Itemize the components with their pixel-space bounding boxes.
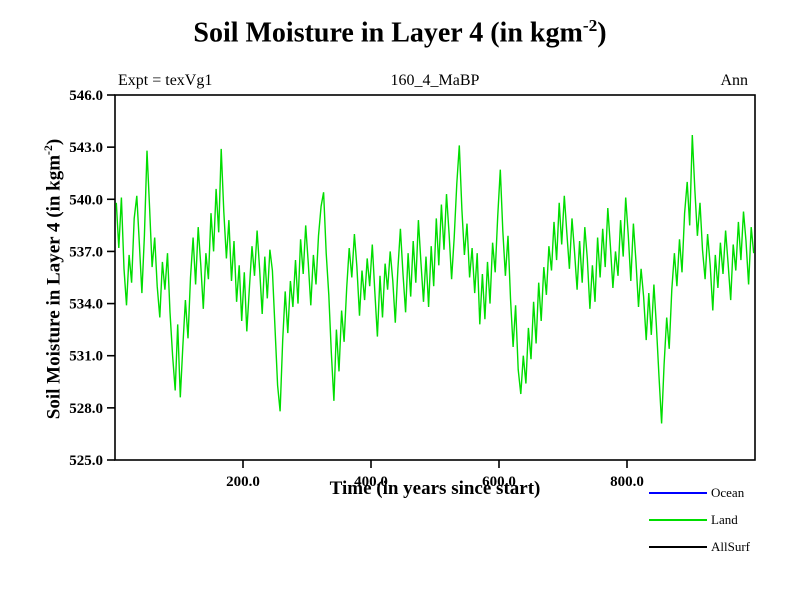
y-tick-label: 528.0 (69, 401, 103, 417)
y-tick-label: 543.0 (69, 140, 103, 156)
legend-line-land (649, 519, 707, 521)
chart-title-superscript: -2 (582, 16, 598, 35)
legend-line-allsurf (649, 546, 707, 548)
x-tick-label: 800.0 (610, 474, 644, 490)
legend-line-ocean (649, 492, 707, 494)
x-axis-title: Time (in years since start) (329, 478, 541, 499)
chart-title-suffix: ) (597, 17, 607, 49)
legend-entry-land: Land (649, 512, 750, 528)
legend-entry-allsurf: AllSurf (649, 539, 750, 555)
legend-label: Land (711, 512, 738, 527)
x-tick-label: 400.0 (354, 474, 388, 490)
y-tick-label: 534.0 (69, 297, 103, 313)
y-tick-label: 531.0 (69, 349, 103, 365)
period-label: Ann (720, 72, 748, 89)
chart-title: Soil Moisture in Layer 4 (in kgm-2) (0, 16, 800, 49)
legend-entry-ocean: Ocean (649, 485, 750, 501)
x-tick-label: 600.0 (482, 474, 516, 490)
y-tick-label: 525.0 (69, 453, 103, 469)
run-label: 160_4_MaBP (390, 72, 480, 89)
y-tick-label: 540.0 (69, 192, 103, 208)
experiment-label: Expt = texVg1 (118, 72, 213, 89)
series-line-land (115, 134, 755, 424)
y-tick-label: 537.0 (69, 244, 103, 260)
legend-label: AllSurf (711, 539, 750, 554)
legend: Ocean Land AllSurf (649, 485, 750, 566)
chart-title-text: Soil Moisture in Layer 4 (in kgm (193, 17, 583, 49)
legend-label: Ocean (711, 485, 745, 500)
plot-frame (114, 94, 756, 461)
y-tick-label: 546.0 (69, 88, 103, 104)
x-tick-label: 200.0 (226, 474, 260, 490)
